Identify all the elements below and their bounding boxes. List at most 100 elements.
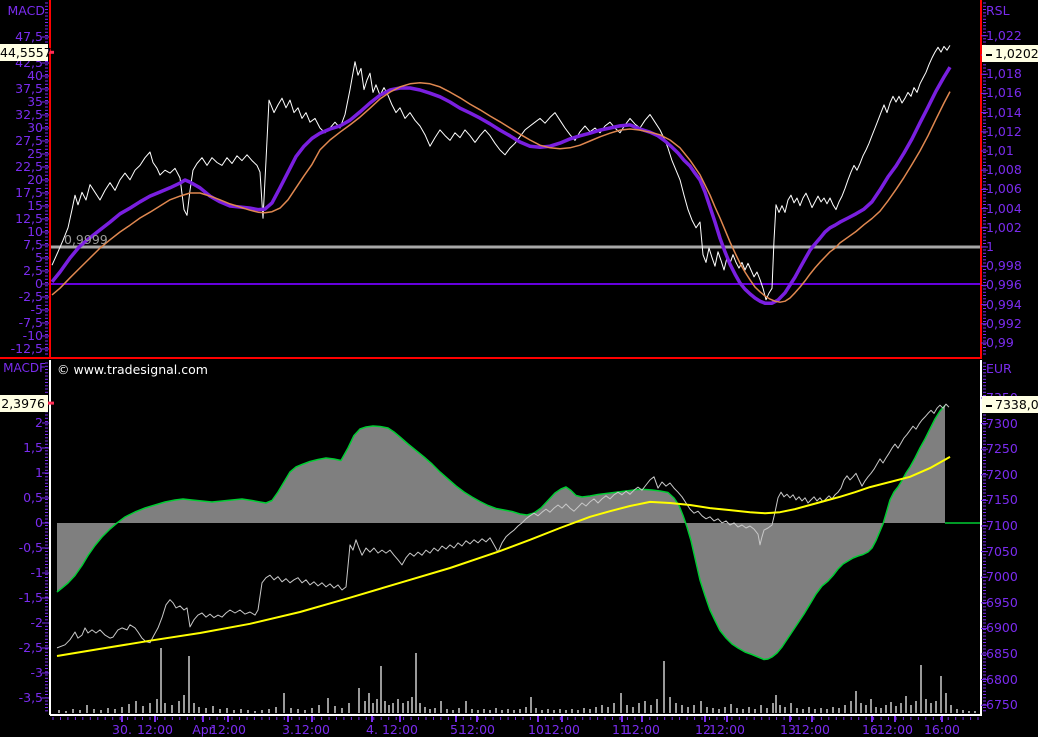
volume-bar (392, 703, 394, 713)
right-axis-label: 0,994 (986, 297, 1022, 312)
volume-bar (93, 709, 95, 713)
volume-bar (446, 709, 448, 713)
right-axis-label: 0,992 (986, 316, 1022, 331)
volume-bar (107, 708, 109, 713)
volume-bar (188, 656, 190, 713)
left-axis-label: 2,5 (23, 263, 43, 278)
right-axis-label: 7300 (986, 416, 1018, 431)
volume-bar (415, 653, 417, 713)
macd-panel-title: MACD (7, 3, 45, 18)
left-axis-label: 37,5 (15, 81, 43, 96)
volume-bar (65, 711, 67, 713)
left-axis-label: -1,5 (18, 590, 43, 605)
x-axis-label: 13. (780, 722, 800, 737)
volume-bar (601, 705, 603, 713)
volume-bar (962, 710, 964, 713)
right-axis-label: 6850 (986, 646, 1018, 661)
x-axis-label: 12:00 (458, 722, 496, 737)
volume-bar (501, 710, 503, 713)
volume-bar (283, 693, 285, 713)
volume-bar (275, 707, 277, 713)
volume-bar (384, 701, 386, 713)
volume-bar (885, 705, 887, 713)
volume-bar (212, 706, 214, 713)
volume-bar (327, 698, 329, 713)
right-axis-label: 6900 (986, 620, 1018, 635)
x-axis-label: 4. (366, 722, 378, 737)
volume-bar (547, 709, 549, 713)
volume-bar (388, 705, 390, 713)
volume-bar (945, 693, 947, 713)
volume-bar (397, 699, 399, 713)
volume-bar (589, 709, 591, 713)
right-axis-label: 1,01 (986, 143, 1014, 158)
x-axis-label: 3. (282, 722, 294, 737)
right-axis-label: 6950 (986, 595, 1018, 610)
rsl-reference-line-label: 0,9999 (64, 232, 108, 247)
volume-bar (411, 697, 413, 713)
volume-bar (402, 703, 404, 713)
volume-bar (364, 701, 366, 713)
right-axis-label: 7100 (986, 518, 1018, 533)
volume-bar (489, 710, 491, 713)
volume-bar (128, 704, 130, 713)
volume-bar (940, 676, 942, 713)
volume-bar (58, 710, 60, 713)
right-axis-label: 1,014 (986, 105, 1022, 120)
volume-bar (471, 709, 473, 713)
volume-bar (477, 710, 479, 713)
left-axis-label: -10 (22, 328, 43, 343)
volume-bar (766, 708, 768, 713)
volume-bar (736, 708, 738, 713)
right-axis-label: 6800 (986, 672, 1018, 687)
volume-bar (156, 699, 158, 713)
volume-bar (808, 707, 810, 713)
x-axis-label: 12:00 (136, 722, 174, 737)
volume-bar (226, 708, 228, 713)
volume-bar (775, 695, 777, 713)
right-axis-label: 1,006 (986, 181, 1022, 196)
volume-bar (650, 705, 652, 713)
right-axis-label: 1,022 (986, 28, 1022, 43)
volume-bar (376, 699, 378, 713)
right-axis-label: 1,016 (986, 85, 1022, 100)
volume-bar (525, 707, 527, 713)
volume-bar (925, 699, 927, 713)
volume-bar (826, 709, 828, 713)
volume-bar (626, 705, 628, 713)
volume-bar (760, 705, 762, 713)
left-axis-label: 25 (27, 146, 43, 161)
volume-bar (681, 705, 683, 713)
volume-bar (114, 709, 116, 713)
x-axis-label: 30. (112, 722, 132, 737)
left-axis-label: 22,5 (15, 159, 43, 174)
volume-bar (507, 709, 509, 713)
volume-bar (754, 709, 756, 713)
left-axis-label: 0 (35, 276, 43, 291)
volume-bar (844, 705, 846, 713)
volume-bar (814, 709, 816, 713)
volume-bar (565, 710, 567, 713)
tradesignal-watermark: © www.tradesignal.com (57, 362, 208, 377)
volume-bar (290, 708, 292, 713)
x-axis-label: 5. (450, 722, 462, 737)
volume-bar (72, 709, 74, 713)
left-axis-label: 32,5 (15, 107, 43, 122)
volume-bar (452, 710, 454, 713)
volume-bar (900, 703, 902, 713)
volume-bar (553, 710, 555, 713)
volume-bar (434, 708, 436, 713)
x-axis-label: 10. (528, 722, 548, 737)
macdf-area-outline (56, 404, 946, 661)
right-axis-label: 7200 (986, 467, 1018, 482)
volume-bar (513, 710, 515, 713)
macdf-current-value-box: 2,3976 (0, 395, 48, 412)
volume-bar (429, 709, 431, 713)
volume-bar (632, 707, 634, 713)
eur-panel-title: EUR (986, 361, 1012, 376)
volume-bar (890, 702, 892, 713)
volume-bar (870, 699, 872, 713)
volume-bar (311, 708, 313, 713)
